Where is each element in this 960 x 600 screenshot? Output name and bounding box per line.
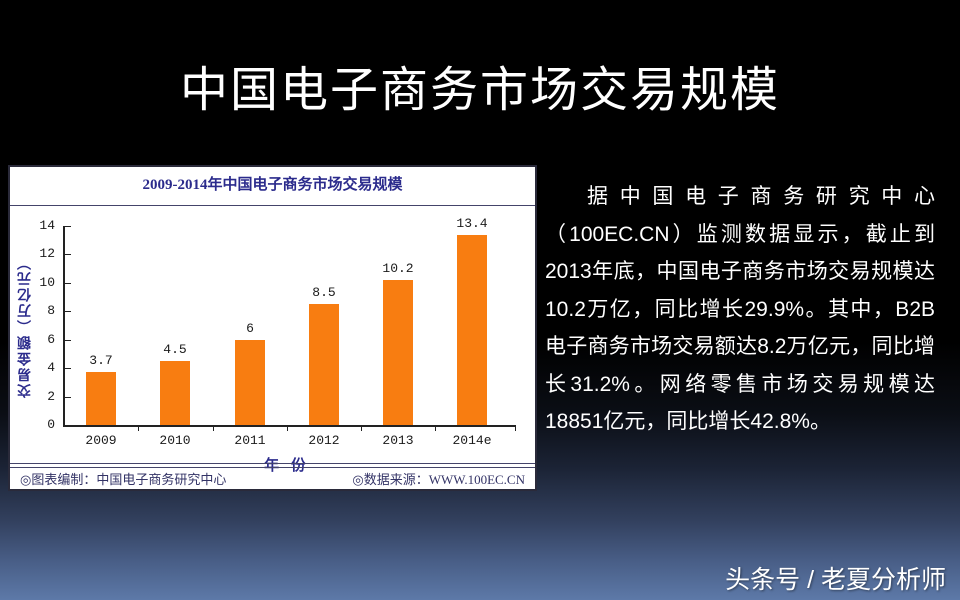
chart-bar	[383, 280, 413, 425]
x-tick-mark	[138, 425, 139, 431]
x-tick-mark	[515, 425, 516, 431]
y-tick-mark	[65, 339, 71, 341]
y-tick-label: 12	[39, 246, 55, 262]
chart-footer: ◎图表编制：中国电子商务研究中心 ◎数据来源：WWW.100EC.CN	[10, 470, 535, 490]
y-tick-mark	[65, 368, 71, 370]
x-category-label: 2014e	[452, 433, 492, 448]
x-category-label: 2009	[85, 433, 117, 448]
y-tick-label: 0	[47, 417, 55, 432]
y-tick-label: 10	[39, 274, 55, 290]
x-tick-mark	[287, 425, 288, 431]
y-tick-mark	[65, 226, 71, 227]
chart-bar	[160, 361, 190, 425]
y-tick-mark	[65, 254, 71, 256]
x-tick-mark	[212, 425, 214, 431]
plot-area: 交易金额（万亿元） 年 份 0 2 4 6 8 10 12 14 3.7 2009 4.5 2010 6…	[10, 206, 535, 489]
slide-title: 中国电子商务市场交易规模	[179, 64, 780, 117]
chart-title: 2009-2014年中国电子商务市场交易规模	[142, 177, 403, 193]
chart-title-divider	[10, 205, 535, 206]
y-tick-label: 8	[47, 303, 55, 319]
bar-value-label: 13.4	[456, 215, 488, 231]
bar-value-label: 8.5	[312, 285, 336, 301]
bar-value-label: 6	[246, 320, 254, 336]
chart-footer-rule	[10, 463, 535, 468]
chart-bar	[457, 234, 487, 425]
chart-footer-credit: ◎图表编制：中国电子商务研究中心	[20, 472, 227, 487]
y-tick-label: 2	[47, 388, 55, 404]
watermark-author: 头条号 / 老夏分析师	[725, 566, 946, 594]
bar-value-label: 10.2	[382, 261, 414, 276]
y-tick-mark	[65, 282, 71, 284]
y-tick-mark	[65, 425, 71, 426]
x-category-label: 2010	[159, 433, 191, 448]
chart-bar	[86, 372, 116, 425]
x-tick-mark	[435, 425, 436, 431]
chart-footer-source: ◎数据来源：WWW.100EC.CN	[352, 472, 525, 487]
y-axis-line	[63, 226, 65, 425]
bar-value-label: 3.7	[89, 353, 113, 369]
bar-value-label: 4.5	[163, 342, 187, 358]
chart-bar	[309, 304, 339, 425]
y-tick-mark	[65, 396, 71, 398]
x-axis-title: 年 份	[264, 458, 310, 474]
y-tick-label: 14	[39, 218, 55, 233]
y-tick-mark	[65, 311, 71, 313]
y-tick-label: 6	[47, 331, 55, 347]
x-category-label: 2011	[234, 433, 266, 448]
body-paragraph: 据中国电子商务研究中心（100EC.CN）监测数据显示，截止到2013年底，中国…	[545, 185, 935, 433]
x-category-label: 2012	[308, 433, 340, 448]
x-tick-mark	[361, 425, 362, 431]
chart-bar	[235, 339, 265, 425]
x-category-label: 2013	[382, 433, 414, 448]
x-axis-line	[63, 425, 515, 427]
y-tick-label: 4	[47, 360, 55, 376]
